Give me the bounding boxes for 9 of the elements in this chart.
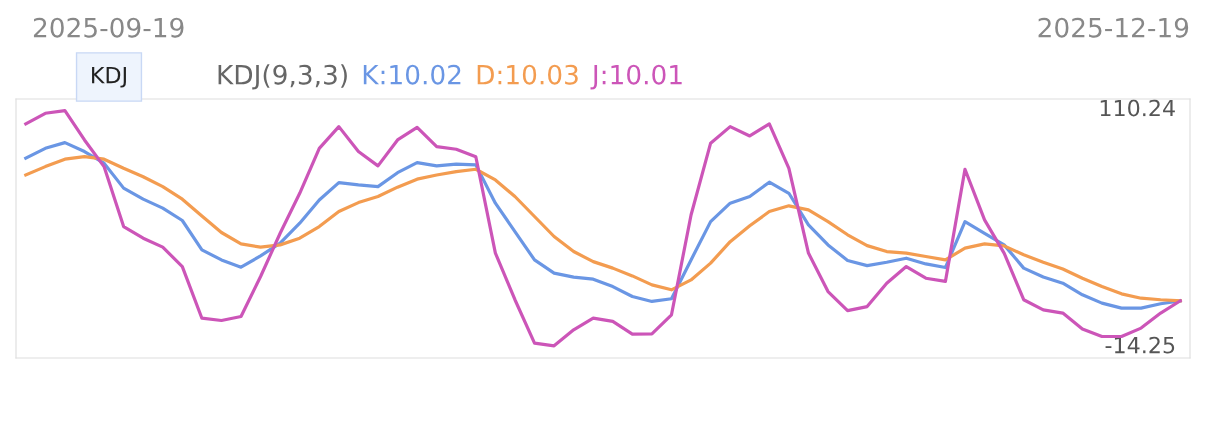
text: J:10.01 [590,64,682,90]
chart-title: KDJ(9,3,3) [218,64,347,90]
text: 2025-12-19 [1038,17,1189,38]
text: KDJ [92,66,126,88]
text: 2025-09-19 [33,17,184,38]
text: D:10.03 [477,64,578,85]
y-tick-label: 110.24 [1100,99,1175,117]
y-tick-label: -14.25 [1105,336,1175,354]
text: K:10.02 [363,64,461,85]
